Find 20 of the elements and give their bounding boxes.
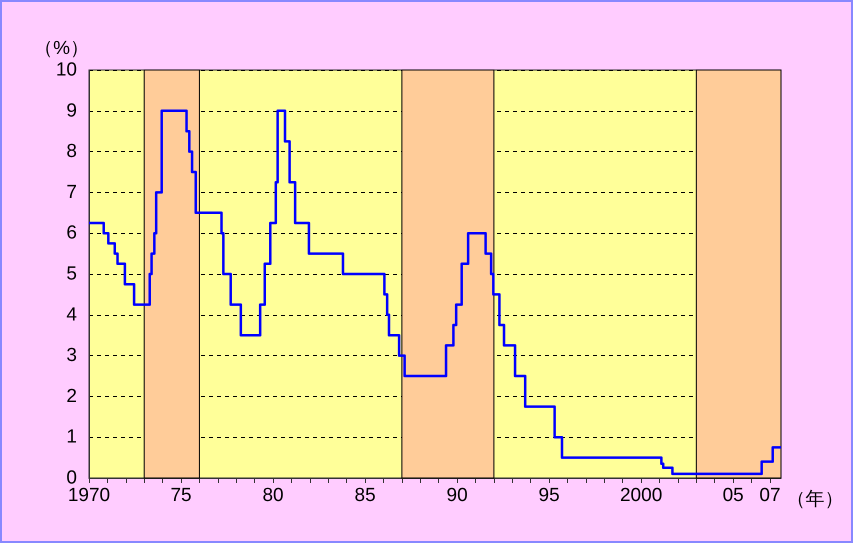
y-tick-label: 7 [66, 182, 77, 203]
x-tick-label: 85 [354, 485, 376, 506]
y-tick-label: 3 [66, 345, 77, 366]
y-tick-label: 4 [66, 304, 78, 326]
x-tick-label: 2000 [620, 485, 662, 506]
y-tick-label: 5 [66, 264, 77, 284]
y-tick-label: 6 [66, 222, 77, 244]
y-tick-label: 1 [66, 426, 77, 448]
x-tick-label: 75 [170, 485, 192, 506]
x-tick-label: 07 [759, 485, 781, 506]
y-tick-label: 10 [56, 60, 77, 80]
x-tick-label: 80 [262, 485, 284, 506]
x-tick-label: 95 [538, 485, 560, 506]
x-tick-label: 05 [722, 485, 744, 506]
y-tick-label: 2 [66, 386, 77, 407]
y-tick-label: 9 [66, 100, 77, 122]
y-tick-label: 8 [66, 141, 77, 162]
x-axis-title: （年） [786, 489, 844, 510]
x-tick-label: 90 [446, 485, 468, 506]
y-axis-title: （%） [34, 38, 89, 59]
